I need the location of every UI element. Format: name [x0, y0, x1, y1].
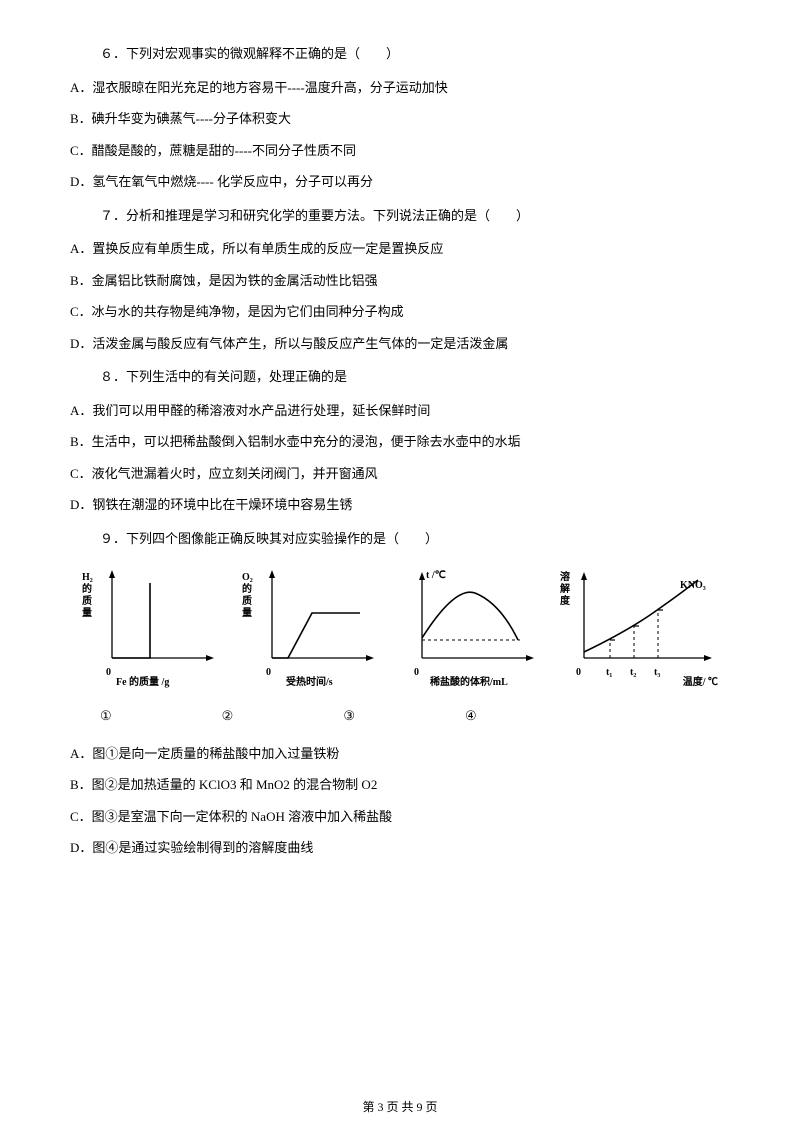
- chart2-ylabel: O₂ 的 质 量: [242, 572, 253, 620]
- q6-opt-c: C．醋酸是酸的，蔗糖是甜的----不同分子性质不同: [70, 141, 730, 161]
- chart3-svg: [400, 568, 540, 673]
- q9-opt-c: C．图③是室温下向一定体积的 NaOH 溶液中加入稀盐酸: [70, 807, 730, 827]
- q8-opt-c: C．液化气泄漏着火时，应立刻关闭阀门，并开窗通风: [70, 464, 730, 484]
- q6-opt-d: D．氢气在氧气中燃烧---- 化学反应中，分子可以再分: [70, 172, 730, 192]
- chart-1: H₂ 的 质 量 0 Fe 的质量 /g: [80, 568, 220, 688]
- num4: ④: [465, 706, 477, 726]
- q6-opt-b: B．碘升华变为碘蒸气----分子体积变大: [70, 109, 730, 129]
- chart4-t2: t₂: [630, 665, 636, 680]
- chart-4: 溶 解 度 KNO₃ 0 t₁ t₂ t₃ 温度/ ℃: [560, 568, 720, 688]
- chart4-zero: 0: [576, 665, 581, 680]
- q8-opt-d: D．钢铁在潮湿的环境中比在干燥环境中容易生锈: [70, 495, 730, 515]
- q8-opt-a: A．我们可以用甲醛的稀溶液对水产品进行处理，延长保鲜时间: [70, 401, 730, 421]
- q9-opt-b: B．图②是加热适量的 KClO3 和 MnO2 的混合物制 O2: [70, 775, 730, 795]
- q9-opt-d: D．图④是通过实验绘制得到的溶解度曲线: [70, 838, 730, 858]
- q9-opt-a: A．图①是向一定质量的稀盐酸中加入过量铁粉: [70, 744, 730, 764]
- q6-stem: ６．下列对宏观事实的微观解释不正确的是（ ）: [70, 44, 730, 64]
- q8-opt-b: B．生活中，可以把稀盐酸倒入铝制水壶中充分的浸泡，便于除去水壶中的水垢: [70, 432, 730, 452]
- q7-stem: ７．分析和推理是学习和研究化学的重要方法。下列说法正确的是（ ）: [70, 206, 730, 226]
- chart4-series-label: KNO₃: [680, 578, 706, 593]
- chart3-zero: 0: [414, 665, 419, 680]
- chart1-svg: [80, 568, 220, 673]
- charts-row: H₂ 的 质 量 0 Fe 的质量 /g O₂ 的 质 量 0: [70, 568, 730, 688]
- q7-opt-a: A．置换反应有单质生成，所以有单质生成的反应一定是置换反应: [70, 239, 730, 259]
- num2: ②: [222, 706, 234, 726]
- num1: ①: [100, 706, 112, 726]
- chart4-t1: t₁: [606, 665, 612, 680]
- chart-numbers: ① ② ③ ④: [70, 706, 730, 726]
- chart3-ylabel: t /℃: [426, 568, 446, 583]
- q7-opt-b: B．金属铝比铁耐腐蚀，是因为铁的金属活动性比铝强: [70, 271, 730, 291]
- chart2-xlabel: 受热时间/s: [286, 675, 333, 690]
- chart2-zero: 0: [266, 665, 271, 680]
- chart1-xlabel: Fe 的质量 /g: [116, 675, 169, 690]
- chart4-xlabel: 温度/ ℃: [683, 675, 718, 690]
- q6-opt-a: A．湿衣服晾在阳光充足的地方容易干----温度升高，分子运动加快: [70, 78, 730, 98]
- chart2-svg: [240, 568, 380, 673]
- q9-stem: ９．下列四个图像能正确反映其对应实验操作的是（ ）: [70, 529, 730, 549]
- chart4-ylabel: 溶 解 度: [560, 572, 570, 608]
- chart1-ylabel: H₂ 的 质 量: [82, 572, 93, 620]
- q8-stem: ８．下列生活中的有关问题，处理正确的是: [70, 367, 730, 387]
- chart-3: t /℃ 0 稀盐酸的体积/mL: [400, 568, 540, 688]
- chart4-t3: t₃: [654, 665, 660, 680]
- chart1-zero: 0: [106, 665, 111, 680]
- num3: ③: [343, 706, 355, 726]
- chart3-xlabel: 稀盐酸的体积/mL: [430, 675, 508, 690]
- page-footer: 第 3 页 共 9 页: [0, 1098, 800, 1116]
- chart-2: O₂ 的 质 量 0 受热时间/s: [240, 568, 380, 688]
- q7-opt-c: C．冰与水的共存物是纯净物，是因为它们由同种分子构成: [70, 302, 730, 322]
- q7-opt-d: D．活泼金属与酸反应有气体产生，所以与酸反应产生气体的一定是活泼金属: [70, 334, 730, 354]
